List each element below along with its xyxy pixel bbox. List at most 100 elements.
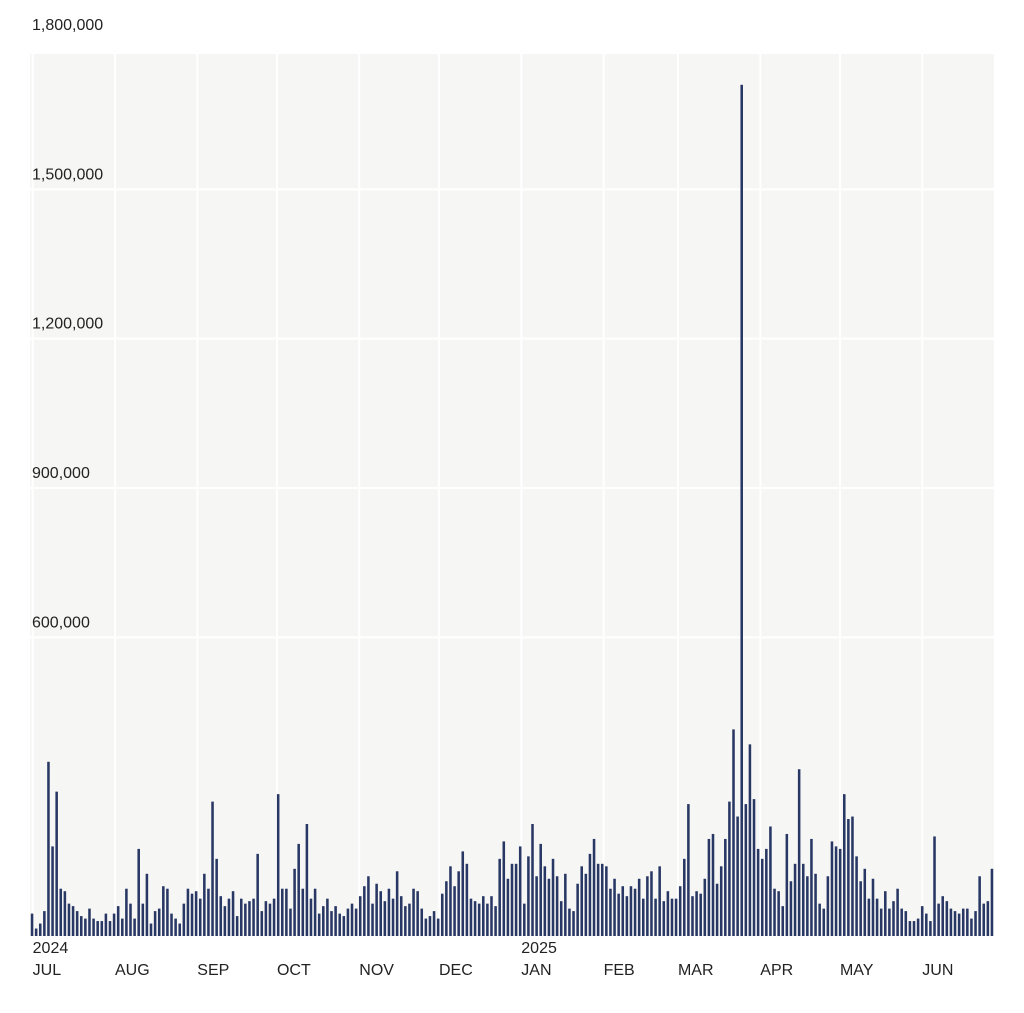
bar <box>518 846 522 936</box>
bar <box>863 868 867 936</box>
bar <box>207 888 210 936</box>
bar <box>424 918 428 936</box>
y-tick-label: 1,200,000 <box>32 316 103 333</box>
bar <box>925 913 928 936</box>
bar <box>174 918 177 936</box>
bar <box>847 819 850 936</box>
bar <box>367 876 370 936</box>
bar <box>457 871 460 936</box>
bar <box>949 908 953 936</box>
bar <box>654 898 657 936</box>
bar <box>683 858 686 936</box>
bar <box>658 866 661 936</box>
bar <box>326 898 329 936</box>
bar <box>420 908 424 936</box>
bar <box>178 923 181 936</box>
x-tick-label: MAR <box>678 962 714 979</box>
y-tick-label: 1,800,000 <box>32 17 103 34</box>
bar <box>84 918 87 936</box>
bar <box>248 901 251 936</box>
bar <box>399 896 403 936</box>
bar <box>395 871 399 936</box>
bar <box>313 888 317 936</box>
bar <box>276 794 280 936</box>
bar <box>966 908 969 936</box>
bar <box>724 838 727 936</box>
bar <box>469 898 473 936</box>
bar <box>523 903 526 936</box>
bar <box>239 898 243 936</box>
bar <box>756 848 760 936</box>
bar <box>375 883 378 936</box>
bar <box>38 923 42 936</box>
bar <box>170 913 173 936</box>
bar <box>765 848 768 936</box>
bar <box>801 863 805 936</box>
bar <box>289 908 292 936</box>
bar <box>629 886 633 936</box>
bar <box>978 876 981 936</box>
bar <box>219 896 223 936</box>
bar <box>363 886 366 936</box>
bar <box>490 896 493 936</box>
bar <box>203 873 206 936</box>
bar <box>121 918 124 936</box>
bar <box>740 84 743 937</box>
bar <box>157 908 161 936</box>
x-tick-label: OCT <box>277 962 311 979</box>
bar <box>153 911 157 936</box>
bar <box>826 876 830 936</box>
bar <box>449 866 452 936</box>
bar <box>810 838 813 936</box>
bar <box>194 891 198 936</box>
bar <box>198 898 202 936</box>
bar <box>695 891 698 936</box>
bar <box>137 848 140 936</box>
bar <box>408 903 411 936</box>
bar <box>190 893 194 936</box>
bar <box>974 911 977 936</box>
bar <box>769 826 772 936</box>
bar <box>678 886 682 936</box>
bar <box>892 901 895 936</box>
bar <box>108 921 112 936</box>
x-tick-label: MAY <box>840 962 874 979</box>
bar <box>305 824 309 936</box>
x-year-label: 2025 <box>521 940 557 957</box>
x-tick-label: JUN <box>922 962 953 979</box>
bar <box>465 863 469 936</box>
bar <box>428 916 432 936</box>
bar <box>568 908 571 936</box>
bar <box>916 918 920 936</box>
bar <box>510 863 514 936</box>
bar <box>555 876 559 936</box>
bar <box>752 799 756 936</box>
bar <box>453 886 456 936</box>
bar <box>215 858 218 936</box>
bar <box>728 801 731 936</box>
bar <box>633 888 637 936</box>
bar <box>617 893 620 936</box>
bar <box>605 866 608 936</box>
bar <box>609 888 612 936</box>
bar <box>580 866 583 936</box>
bar <box>486 903 489 936</box>
bar <box>432 911 436 936</box>
bar <box>129 903 132 936</box>
bar <box>104 913 108 936</box>
bar <box>625 896 629 936</box>
bar <box>334 906 337 936</box>
bar <box>244 903 247 936</box>
bar <box>445 881 448 936</box>
bar <box>789 881 793 936</box>
bar <box>896 888 899 936</box>
bar <box>666 891 670 936</box>
bar <box>613 878 616 936</box>
bar <box>576 883 579 936</box>
bar <box>584 873 588 936</box>
bar <box>162 886 165 936</box>
bar <box>211 801 214 936</box>
bar <box>223 906 227 936</box>
bar <box>186 888 190 936</box>
